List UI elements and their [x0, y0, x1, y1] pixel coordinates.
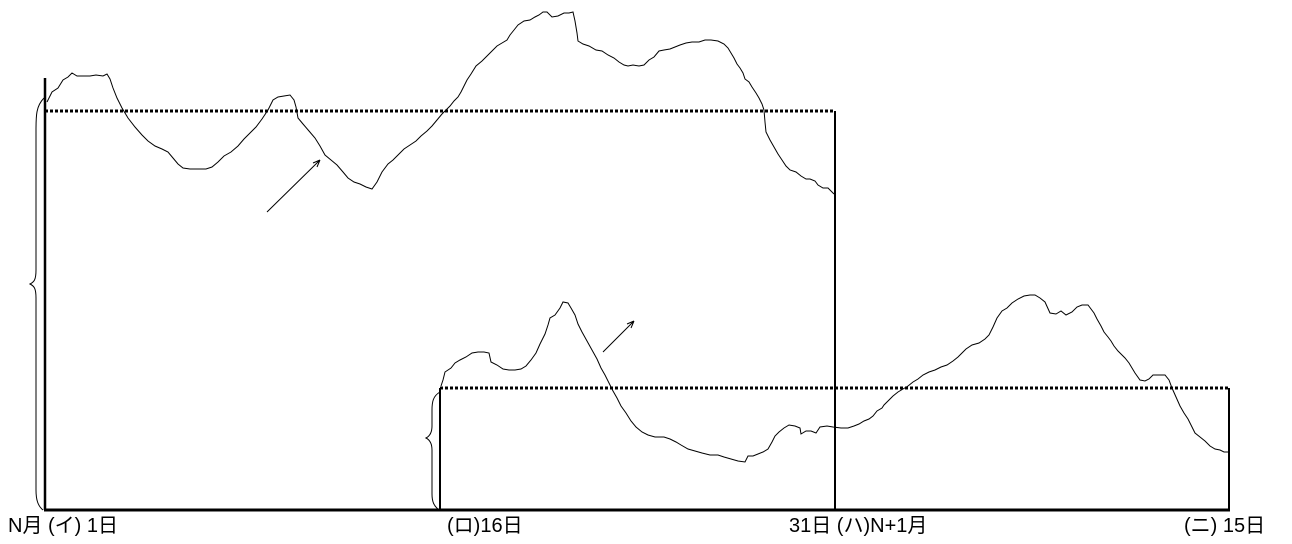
period1-brace	[28, 97, 45, 511]
arrow-2	[602, 320, 635, 353]
period2-start-label: (ロ)16日	[447, 515, 523, 537]
period1-start-label: N月 (イ) 1日	[8, 515, 118, 537]
fluctuation-curve-2	[440, 294, 1229, 463]
arrow-1	[266, 159, 321, 213]
period1-end-label: 31日 (ハ)N+1月	[789, 515, 928, 537]
period2-brace	[424, 391, 441, 511]
period2-end-label: (ニ) 15日	[1184, 515, 1266, 537]
fluctuation-curve-1	[46, 11, 835, 195]
